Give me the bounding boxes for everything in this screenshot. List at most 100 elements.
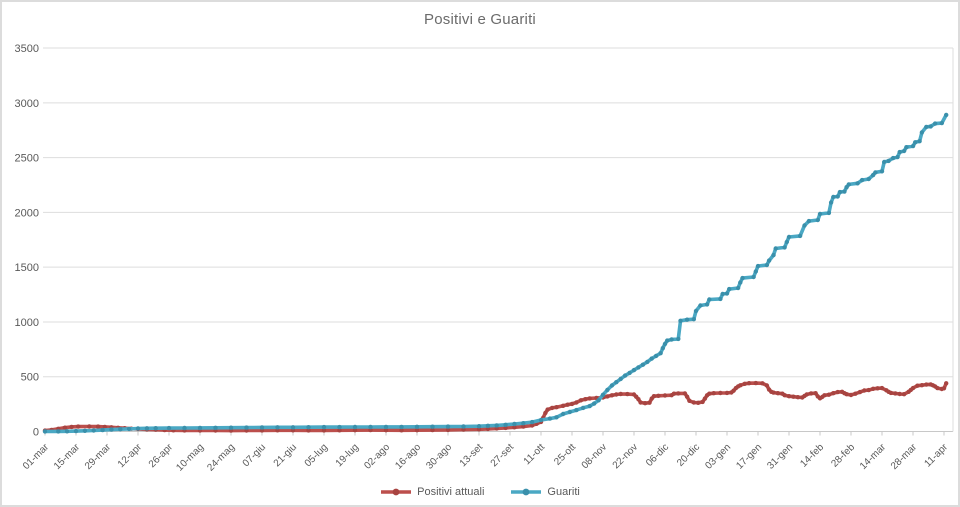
data-point-marker [676, 391, 681, 396]
data-point-marker [82, 428, 88, 433]
data-point-marker [766, 258, 772, 263]
data-point-marker [886, 158, 891, 164]
data-point-marker [618, 391, 623, 397]
data-point-marker [753, 380, 758, 386]
data-point-marker [135, 426, 141, 431]
data-point-marker [817, 211, 823, 217]
data-point-marker [578, 398, 584, 403]
series-guariti[interactable] [42, 112, 949, 434]
data-point-marker [574, 407, 579, 413]
data-point-marker [109, 427, 114, 432]
series-line [43, 381, 948, 433]
data-point-marker [42, 429, 48, 434]
legend: Positivi attuali Guariti [2, 486, 958, 498]
data-point-marker [64, 429, 70, 434]
data-point-marker [461, 427, 466, 432]
data-point-marker [901, 148, 907, 154]
data-point-marker [724, 291, 730, 296]
data-point-marker [228, 425, 234, 430]
data-point-marker [569, 401, 575, 407]
data-point-marker [636, 365, 641, 370]
data-point-marker [771, 252, 776, 258]
data-point-marker [306, 428, 311, 433]
x-tick-label: 14-mar [858, 441, 889, 472]
data-point-marker [687, 398, 692, 403]
chart-title[interactable]: Positivi e Guariti [424, 11, 536, 28]
data-point-marker [771, 390, 776, 395]
data-point-marker [775, 391, 781, 396]
data-point-marker [76, 424, 81, 429]
data-point-marker [627, 370, 632, 376]
data-point-marker [554, 405, 559, 410]
data-point-marker [213, 425, 218, 430]
x-tick-label: 20-dic [675, 442, 702, 469]
data-point-marker [445, 427, 451, 433]
legend-item-positivi-attuali[interactable]: Positivi attuali [380, 486, 484, 498]
data-point-marker [574, 400, 579, 405]
data-point-marker [764, 262, 770, 268]
data-point-marker [642, 401, 648, 406]
data-point-marker [587, 396, 592, 401]
data-point-marker [691, 317, 696, 322]
data-point-marker [554, 415, 559, 420]
data-point-marker [815, 217, 820, 223]
data-point-marker [753, 269, 758, 274]
data-point-marker [414, 428, 420, 433]
legend-line-marker-icon [511, 488, 542, 496]
data-point-marker [828, 200, 834, 205]
data-point-marker [591, 401, 597, 406]
data-point-marker [698, 303, 703, 308]
data-point-marker [764, 383, 770, 388]
x-tick-label: 31-gen [765, 442, 795, 472]
data-point-marker [485, 423, 491, 428]
data-point-marker [547, 416, 553, 421]
gridlines [43, 47, 954, 432]
data-point-marker [786, 394, 792, 399]
data-point-marker [618, 376, 623, 382]
data-point-marker [600, 392, 606, 397]
data-point-marker [337, 428, 342, 433]
data-point-marker [941, 386, 947, 391]
data-point-marker [445, 424, 451, 429]
x-tick-label: 29-mar [83, 441, 114, 472]
data-point-marker [910, 385, 916, 391]
data-point-marker [895, 154, 900, 160]
x-tick-label: 17-gen [734, 442, 764, 472]
data-point-marker [126, 426, 132, 432]
data-point-marker [640, 362, 646, 367]
data-point-marker [720, 291, 725, 297]
data-point-marker [671, 391, 677, 396]
data-point-marker [870, 386, 876, 391]
data-point-marker [521, 424, 526, 429]
data-point-marker [813, 391, 818, 396]
data-point-marker [919, 383, 925, 388]
data-point-marker [866, 387, 871, 393]
data-point-marker [503, 425, 508, 431]
data-point-marker [935, 385, 940, 391]
series-positivi-attuali[interactable] [42, 380, 949, 433]
data-point-marker [636, 397, 641, 402]
y-tick-label: 3500 [15, 43, 39, 55]
data-point-marker [782, 245, 787, 250]
y-axis-labels: 0 500 1000 1500 2000 2500 3000 3500 [15, 43, 39, 438]
data-point-marker [414, 424, 420, 429]
data-point-marker [625, 391, 630, 397]
data-point-marker [660, 346, 665, 351]
data-point-marker [782, 393, 787, 398]
data-point-marker [939, 120, 944, 126]
data-point-marker [352, 428, 358, 433]
data-point-marker [808, 391, 814, 396]
data-point-marker [913, 140, 918, 145]
x-tick-label: 21-giu [272, 442, 299, 469]
data-point-marker [890, 155, 896, 161]
data-point-marker [831, 194, 836, 200]
legend-item-guariti[interactable]: Guariti [510, 486, 580, 498]
data-point-marker [102, 424, 108, 430]
data-point-marker [826, 392, 832, 397]
data-point-marker [826, 210, 832, 216]
data-point-marker [879, 385, 885, 391]
data-point-marker [888, 390, 894, 396]
data-point-marker [275, 425, 280, 430]
